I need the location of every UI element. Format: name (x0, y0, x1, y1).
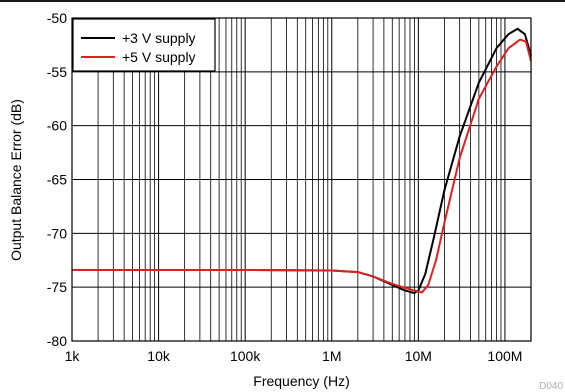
y-tick-label: -65 (47, 172, 67, 188)
x-tick-label: 1k (65, 348, 81, 364)
figure-id-footnote: D040 (539, 381, 563, 392)
series-line-5v (72, 38, 532, 294)
x-tick-label: 10M (405, 348, 432, 364)
y-tick-labels: -50 -55 -60 -65 -70 -75 -80 (47, 10, 67, 349)
x-axis-label: Frequency (Hz) (253, 373, 349, 389)
plot-frame (71, 17, 532, 342)
series-layer (72, 27, 532, 295)
legend-box (72, 18, 216, 72)
y-tick-label: -55 (47, 64, 67, 80)
x-tick-label: 10k (147, 348, 171, 364)
y-tick-label: -80 (47, 333, 67, 349)
y-tick-label: -60 (47, 118, 67, 134)
x-tick-label: 1M (322, 348, 341, 364)
legend: +3 V supply +5 V supply (72, 18, 216, 72)
y-tick-label: -75 (47, 279, 67, 295)
legend-label-5v: +5 V supply (122, 49, 196, 65)
top-rule (0, 0, 565, 2)
y-axis-label: Output Balance Error (dB) (8, 99, 24, 261)
y-tick-label: -70 (47, 225, 67, 241)
x-tick-label: 100k (230, 348, 261, 364)
legend-label-3v: +3 V supply (122, 30, 196, 46)
x-tick-labels: 1k 10k 100k 1M 10M 100M (65, 348, 523, 364)
x-tick-label: 100M (487, 348, 522, 364)
y-tick-label: -50 (47, 10, 67, 26)
